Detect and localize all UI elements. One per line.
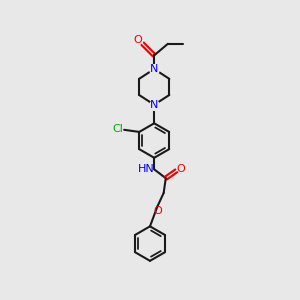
Text: Cl: Cl xyxy=(113,124,124,134)
Text: O: O xyxy=(154,206,162,216)
Text: O: O xyxy=(134,34,142,45)
Text: N: N xyxy=(150,64,158,74)
Text: O: O xyxy=(176,164,185,174)
Text: N: N xyxy=(150,100,158,110)
Text: HN: HN xyxy=(138,164,154,174)
